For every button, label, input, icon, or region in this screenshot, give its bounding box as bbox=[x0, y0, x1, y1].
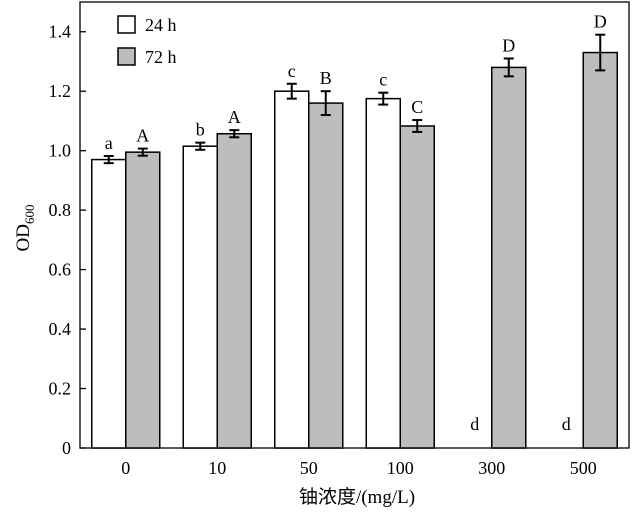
bar-72h bbox=[125, 151, 161, 449]
significance-label: C bbox=[411, 97, 423, 117]
x-tick-label: 10 bbox=[208, 458, 226, 478]
significance-label: A bbox=[136, 126, 149, 146]
x-tick-label: 0 bbox=[121, 458, 130, 478]
bar-72h bbox=[216, 132, 252, 449]
x-axis-label: 铀浓度/(mg/L) bbox=[299, 486, 415, 508]
significance-label: c bbox=[288, 61, 296, 81]
legend-swatch-24h bbox=[117, 15, 136, 34]
significance-label: B bbox=[320, 68, 332, 88]
significance-label: d bbox=[562, 414, 571, 434]
y-tick-label: 1.4 bbox=[49, 22, 72, 42]
significance-label: a bbox=[105, 133, 113, 153]
y-tick-label: 0.6 bbox=[49, 260, 72, 280]
y-tick-label: 0.2 bbox=[49, 379, 72, 399]
significance-label: b bbox=[196, 120, 205, 140]
bar-24h bbox=[182, 145, 218, 449]
y-tick-label: 0 bbox=[62, 438, 71, 458]
x-tick-label: 500 bbox=[570, 458, 597, 478]
significance-label: D bbox=[594, 12, 607, 32]
significance-label: D bbox=[502, 35, 515, 55]
y-axis-label-sub: 600 bbox=[22, 205, 37, 225]
y-tick-label: 1.2 bbox=[49, 81, 72, 101]
x-tick-label: 100 bbox=[387, 458, 414, 478]
legend-swatch-72h bbox=[117, 47, 136, 66]
bar-72h bbox=[399, 125, 435, 449]
legend-label: 24 h bbox=[145, 15, 177, 35]
bar-24h bbox=[365, 97, 401, 449]
significance-label: d bbox=[470, 414, 479, 434]
bar-24h bbox=[274, 90, 310, 449]
bar-72h bbox=[308, 102, 344, 449]
significance-label: c bbox=[379, 70, 387, 90]
plot-area: 0 0.2 0.4 0.6 0.8 1.0 1.2 1.4 0 a A 10 b A 50 c B 100 c C 30… bbox=[49, 1, 630, 478]
y-axis-label: OD600 bbox=[13, 205, 37, 252]
plot-frame bbox=[79, 1, 630, 449]
bar-24h bbox=[91, 158, 127, 449]
bar-72h bbox=[491, 66, 527, 449]
y-tick-label: 0.4 bbox=[49, 319, 72, 339]
x-tick-label: 300 bbox=[478, 458, 505, 478]
bar-72h bbox=[582, 51, 618, 449]
y-tick-label: 0.8 bbox=[49, 200, 72, 220]
significance-label: A bbox=[228, 107, 241, 127]
y-axis-label-main: OD bbox=[13, 224, 34, 251]
y-tick-label: 1.0 bbox=[49, 141, 72, 161]
legend-label: 72 h bbox=[145, 47, 177, 67]
x-tick-label: 50 bbox=[300, 458, 318, 478]
